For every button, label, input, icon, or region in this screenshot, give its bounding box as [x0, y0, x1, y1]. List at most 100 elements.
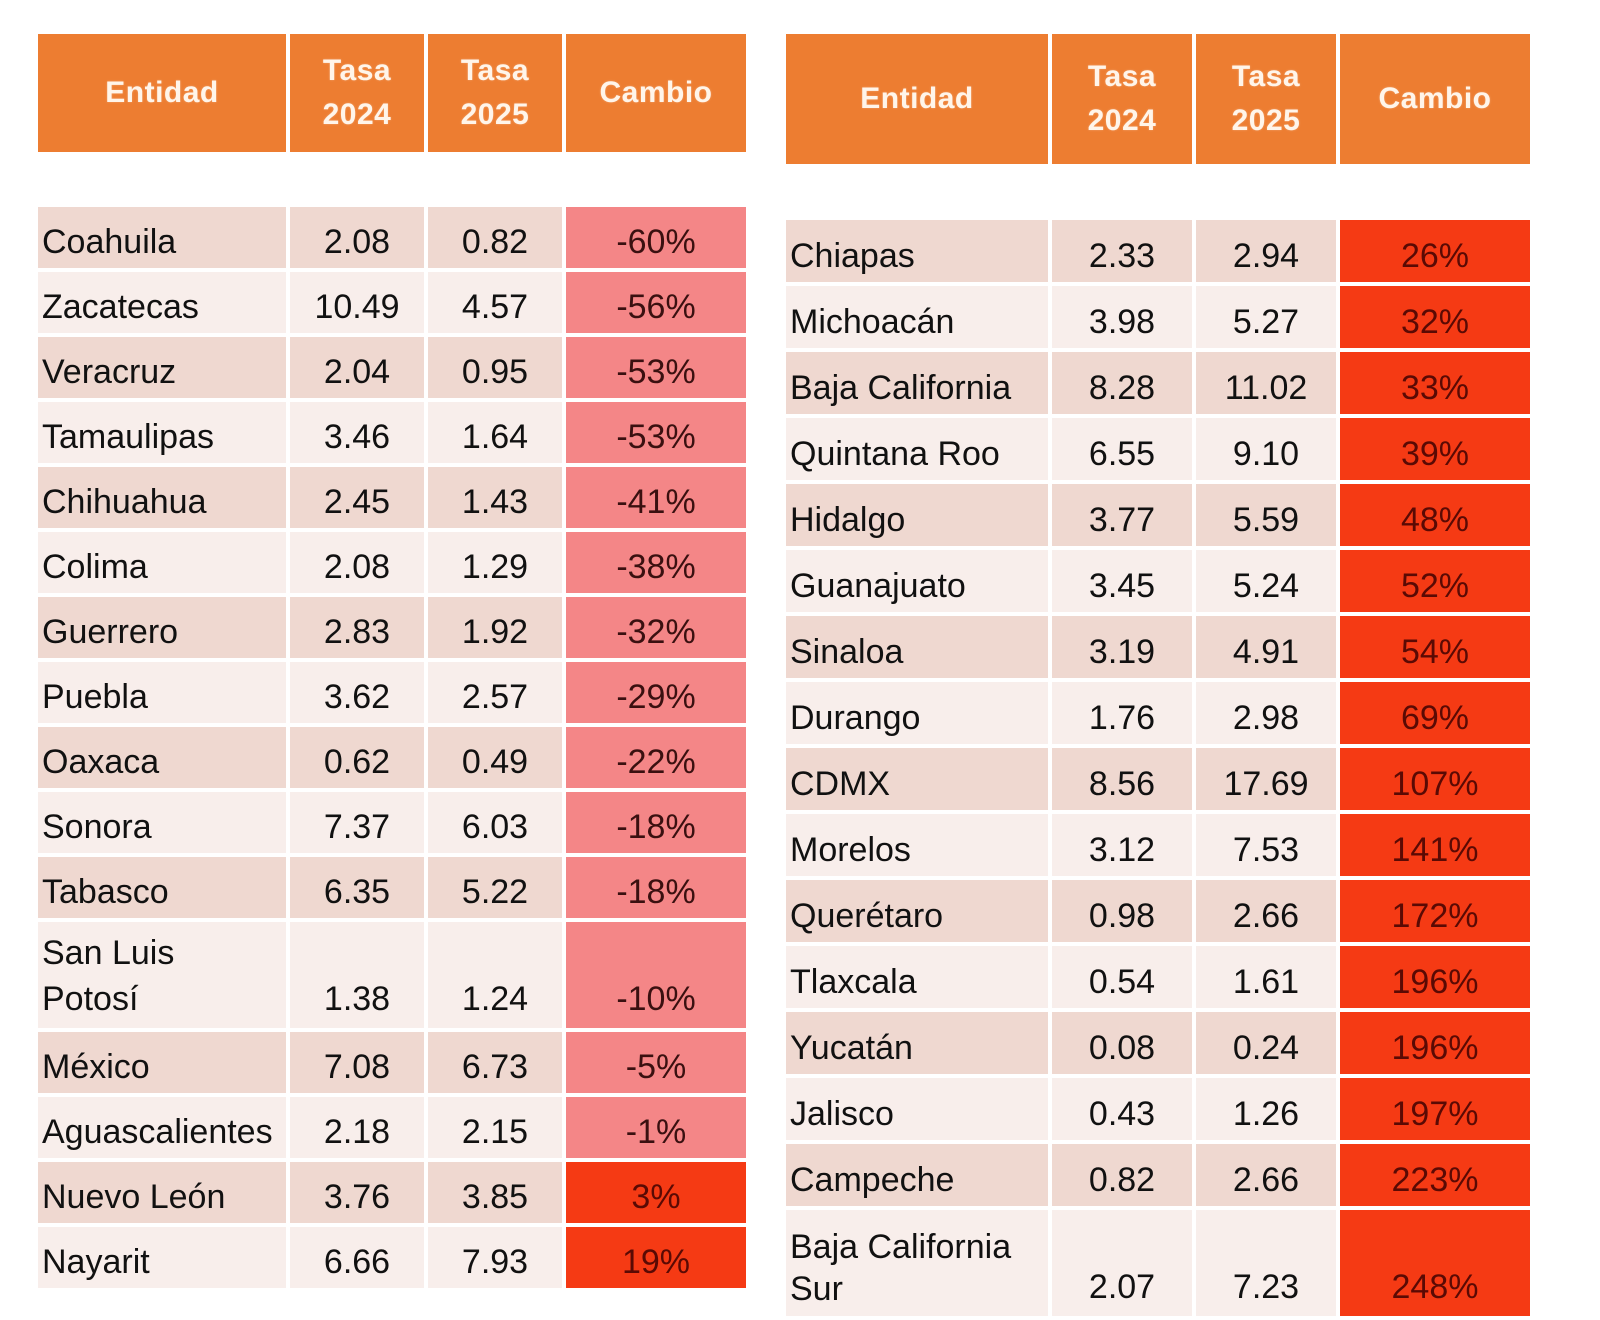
rate-2024-cell: 0.98 [1052, 880, 1192, 946]
entity-cell: Baja California Sur [786, 1210, 1048, 1320]
header-entity: Entidad [38, 34, 286, 152]
entity-cell: Tlaxcala [786, 946, 1048, 1012]
rate-2025-cell: 7.93 [428, 1227, 562, 1292]
rate-2024-cell: 7.08 [290, 1032, 424, 1097]
rate-2024-cell: 3.62 [290, 662, 424, 727]
table-row: Baja California 8.28 11.02 33% [786, 352, 1530, 418]
rate-2025-cell: 6.73 [428, 1032, 562, 1097]
header-change: Cambio [566, 34, 746, 152]
entity-cell: Durango [786, 682, 1048, 748]
table-row: Puebla 3.62 2.57 -29% [38, 662, 746, 727]
table-row: Michoacán 3.98 5.27 32% [786, 286, 1530, 352]
header-row: Entidad Tasa 2024 Tasa 2025 Cambio [786, 34, 1530, 164]
entity-cell: Quintana Roo [786, 418, 1048, 484]
entity-cell: México [38, 1032, 286, 1097]
change-cell: 172% [1340, 880, 1530, 946]
rate-2025-cell: 2.94 [1196, 220, 1336, 286]
header-entity: Entidad [786, 34, 1048, 164]
rate-2024-cell: 2.08 [290, 532, 424, 597]
entity-cell: Querétaro [786, 880, 1048, 946]
rate-2024-cell: 0.43 [1052, 1078, 1192, 1144]
entity-cell: Baja California [786, 352, 1048, 418]
rate-2025-cell: 1.92 [428, 597, 562, 662]
rate-2025-cell: 7.23 [1196, 1210, 1336, 1320]
change-cell: 19% [566, 1227, 746, 1292]
table-row: Tlaxcala 0.54 1.61 196% [786, 946, 1530, 1012]
spacer [38, 152, 286, 207]
rate-2024-cell: 3.98 [1052, 286, 1192, 352]
entity-cell: Michoacán [786, 286, 1048, 352]
rate-2025-cell: 5.22 [428, 857, 562, 922]
rate-2025-cell: 5.24 [1196, 550, 1336, 616]
change-cell: -38% [566, 532, 746, 597]
table-row: Jalisco 0.43 1.26 197% [786, 1078, 1530, 1144]
entity-cell: CDMX [786, 748, 1048, 814]
rate-2025-cell: 2.57 [428, 662, 562, 727]
rate-2024-cell: 2.18 [290, 1097, 424, 1162]
increasing-rates-table: Entidad Tasa 2024 Tasa 2025 Cambio Chiapas… [782, 34, 1534, 1320]
spacer [786, 164, 1048, 220]
rate-2024-cell: 0.82 [1052, 1144, 1192, 1210]
header-rate-2024: Tasa 2024 [290, 34, 424, 152]
change-cell: 48% [1340, 484, 1530, 550]
entity-cell: Puebla [38, 662, 286, 727]
change-cell: -41% [566, 467, 746, 532]
table-row: Colima 2.08 1.29 -38% [38, 532, 746, 597]
rate-2025-cell: 1.61 [1196, 946, 1336, 1012]
table-row: Sinaloa 3.19 4.91 54% [786, 616, 1530, 682]
change-cell: -32% [566, 597, 746, 662]
change-cell: 196% [1340, 946, 1530, 1012]
table-row: Veracruz 2.04 0.95 -53% [38, 337, 746, 402]
change-cell: 248% [1340, 1210, 1530, 1320]
rate-2025-cell: 4.57 [428, 272, 562, 337]
rate-2025-cell: 17.69 [1196, 748, 1336, 814]
entity-cell: Sinaloa [786, 616, 1048, 682]
rate-2024-cell: 6.66 [290, 1227, 424, 1292]
change-cell: 39% [1340, 418, 1530, 484]
rate-2025-cell: 7.53 [1196, 814, 1336, 880]
rate-2025-cell: 5.59 [1196, 484, 1336, 550]
rate-2025-cell: 4.91 [1196, 616, 1336, 682]
change-cell: 141% [1340, 814, 1530, 880]
rate-2025-cell: 1.64 [428, 402, 562, 467]
table-row: Baja California Sur 2.07 7.23 248% [786, 1210, 1530, 1320]
entity-cell: Nayarit [38, 1227, 286, 1292]
rate-2025-cell: 5.27 [1196, 286, 1336, 352]
rate-2024-cell: 8.56 [1052, 748, 1192, 814]
rate-2025-cell: 1.29 [428, 532, 562, 597]
rate-2024-cell: 1.76 [1052, 682, 1192, 748]
rate-2025-cell: 2.98 [1196, 682, 1336, 748]
rate-2024-cell: 3.45 [1052, 550, 1192, 616]
rate-2024-cell: 3.12 [1052, 814, 1192, 880]
change-cell: -1% [566, 1097, 746, 1162]
rate-2024-cell: 0.08 [1052, 1012, 1192, 1078]
spacer [1340, 164, 1530, 220]
rate-2025-cell: 2.66 [1196, 1144, 1336, 1210]
table-row: Zacatecas 10.49 4.57 -56% [38, 272, 746, 337]
table-row: México 7.08 6.73 -5% [38, 1032, 746, 1097]
table-row: Durango 1.76 2.98 69% [786, 682, 1530, 748]
change-cell: -18% [566, 792, 746, 857]
table-row: Yucatán 0.08 0.24 196% [786, 1012, 1530, 1078]
entity-cell: Jalisco [786, 1078, 1048, 1144]
change-cell: 26% [1340, 220, 1530, 286]
change-cell: 197% [1340, 1078, 1530, 1144]
change-cell: -5% [566, 1032, 746, 1097]
rate-2025-cell: 1.24 [428, 922, 562, 1032]
table-row: Morelos 3.12 7.53 141% [786, 814, 1530, 880]
table-row: Aguascalientes 2.18 2.15 -1% [38, 1097, 746, 1162]
rate-2024-cell: 2.33 [1052, 220, 1192, 286]
rate-2024-cell: 3.19 [1052, 616, 1192, 682]
rate-2025-cell: 0.95 [428, 337, 562, 402]
rate-2025-cell: 3.85 [428, 1162, 562, 1227]
change-cell: -10% [566, 922, 746, 1032]
rate-2024-cell: 2.08 [290, 207, 424, 272]
rate-2024-cell: 7.37 [290, 792, 424, 857]
rate-2024-cell: 2.83 [290, 597, 424, 662]
table-row: Sonora 7.37 6.03 -18% [38, 792, 746, 857]
entity-cell: Morelos [786, 814, 1048, 880]
rate-2025-cell: 1.26 [1196, 1078, 1336, 1144]
change-cell: -18% [566, 857, 746, 922]
spacer [428, 152, 562, 207]
rate-2025-cell: 2.66 [1196, 880, 1336, 946]
